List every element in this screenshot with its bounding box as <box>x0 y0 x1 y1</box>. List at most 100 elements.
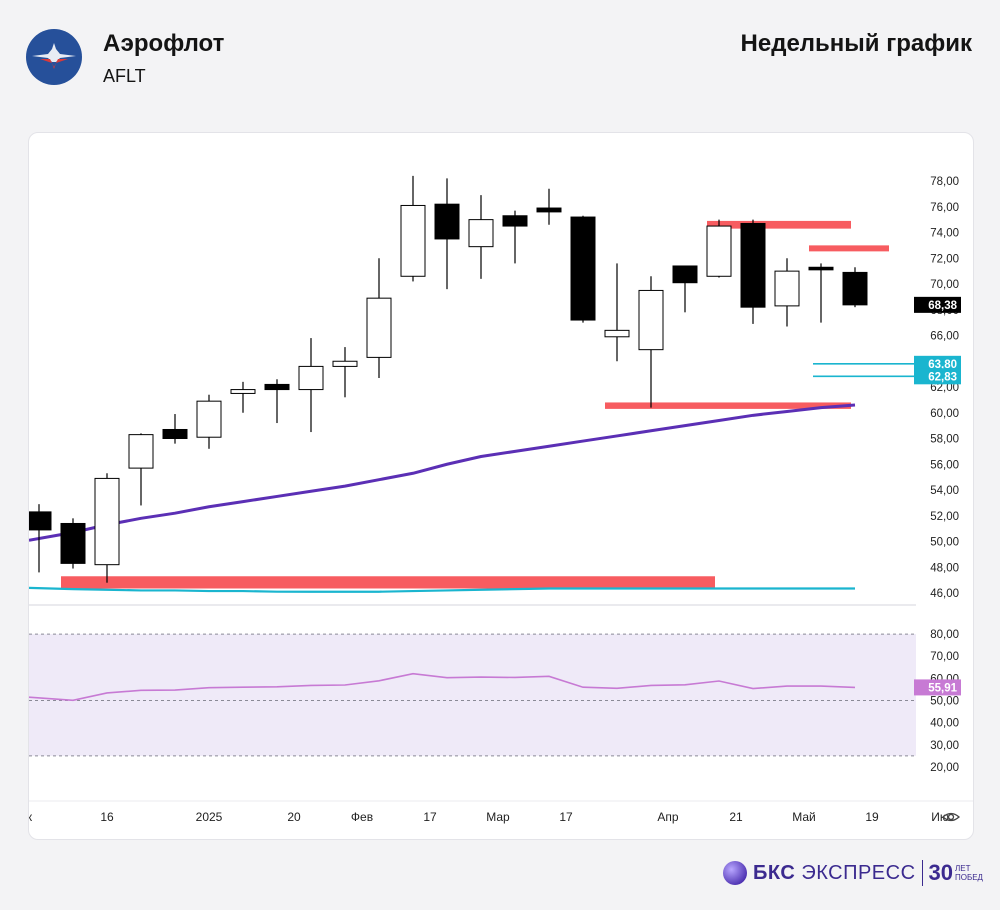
price-tick-label: 58,00 <box>930 434 959 446</box>
candle <box>604 263 630 362</box>
candle <box>230 381 256 413</box>
candle-body <box>570 216 596 321</box>
company-name: Аэрофлот <box>103 30 225 57</box>
candle-body <box>842 271 868 306</box>
rsi-tick-label: 40,00 <box>930 718 959 730</box>
candle-body <box>162 428 188 439</box>
price-tick-label: 76,00 <box>930 202 959 214</box>
x-tick-label: 17 <box>423 810 437 824</box>
candle <box>808 263 834 323</box>
price-chart[interactable]: 80,00 70,00 60,00 50,00 40,00 30,00 20,00 55,91… <box>29 133 973 839</box>
last-price-badge-text: 68,38 <box>928 300 957 312</box>
rsi-tick-label: 30,00 <box>930 740 959 752</box>
price-tick-label: 60,00 <box>930 408 959 420</box>
candle <box>298 338 324 433</box>
price-tick-label: 46,00 <box>930 588 959 600</box>
price-tick-label: 52,00 <box>930 511 959 523</box>
highlight-zone <box>809 245 889 252</box>
candle-body <box>400 204 426 277</box>
candle-body <box>638 289 664 351</box>
candle <box>502 210 528 264</box>
highlight-zone <box>605 402 851 409</box>
footer-brand: БКС ЭКСПРЕСС 30 ЛЕТ ПОБЕД <box>722 858 983 888</box>
rsi-last-badge <box>914 679 961 696</box>
last-price-badge <box>914 296 961 313</box>
level-badge-text: 63,80 <box>928 359 957 371</box>
candle-body <box>706 225 732 277</box>
candle-body <box>502 215 528 227</box>
candle <box>468 195 494 279</box>
level-badge <box>914 355 961 372</box>
candle-body <box>434 203 460 240</box>
candle-body <box>230 389 256 394</box>
support-line <box>29 586 855 593</box>
anniversary-line1: ЛЕТ <box>955 864 971 873</box>
rsi-band <box>29 634 916 756</box>
candle <box>774 258 800 327</box>
price-tick-label: 62,00 <box>930 382 959 394</box>
x-tick-label: 17 <box>559 810 573 824</box>
candle <box>570 215 596 323</box>
candle-body <box>604 329 630 338</box>
price-tick-label: 50,00 <box>930 537 959 549</box>
candle <box>94 473 120 583</box>
x-tick-label: Фев <box>351 810 373 824</box>
candle-body <box>128 434 154 469</box>
candle-body <box>774 270 800 307</box>
x-tick-label: Май <box>792 810 816 824</box>
candle <box>672 265 698 313</box>
x-tick-label: Апр <box>657 810 679 824</box>
aeroflot-winged-logo-icon <box>32 43 76 69</box>
x-tick-label: 21 <box>729 810 743 824</box>
candle <box>60 518 86 569</box>
level-badge <box>914 368 961 385</box>
x-tick-label: Ию <box>931 810 949 824</box>
candle-body <box>672 265 698 284</box>
candle-body <box>740 222 766 308</box>
x-tick-label: 16 <box>100 810 114 824</box>
candle-body <box>60 522 86 564</box>
price-tick-label: 54,00 <box>930 485 959 497</box>
price-tick-label: 66,00 <box>930 331 959 343</box>
highlight-zone <box>61 576 715 589</box>
anniversary-line2: ПОБЕД <box>955 873 983 882</box>
x-tick-label: Мар <box>486 810 510 824</box>
candle <box>638 276 664 408</box>
rsi-line <box>29 672 856 702</box>
x-tick-label: 19 <box>865 810 879 824</box>
candle-body <box>366 297 392 358</box>
rsi-tick-label: 20,00 <box>930 762 959 774</box>
anniversary-number: 30 <box>928 860 953 885</box>
company-logo <box>26 29 82 85</box>
level-badge-text: 62,83 <box>928 371 957 383</box>
x-tick-label: 2025 <box>196 810 223 824</box>
price-tick-label: 74,00 <box>930 228 959 240</box>
price-tick-label: 56,00 <box>930 459 959 471</box>
chart-period-title: Недельный график <box>740 30 972 57</box>
candle-body <box>29 511 52 531</box>
rsi-tick-label: 80,00 <box>930 629 959 641</box>
eye-settings-icon[interactable] <box>942 812 960 822</box>
candle <box>332 347 358 398</box>
candle <box>536 188 562 225</box>
candle-body <box>298 365 324 391</box>
candle-body <box>332 360 358 367</box>
price-tick-label: 78,00 <box>930 176 959 188</box>
candle-body <box>94 477 120 566</box>
price-tick-label: 48,00 <box>930 562 959 574</box>
candle <box>264 379 290 424</box>
candle-body <box>536 207 562 213</box>
candle <box>740 219 766 324</box>
highlight-zone <box>707 220 851 229</box>
ticker-symbol: AFLT <box>103 66 146 86</box>
moving-average-line <box>29 403 856 542</box>
x-tick-label: 20 <box>287 810 301 824</box>
candle <box>162 414 188 444</box>
rsi-last-badge-text: 55,91 <box>928 682 957 694</box>
candle <box>706 219 732 278</box>
candle <box>842 267 868 308</box>
bks-sphere-logo-icon <box>723 861 747 885</box>
candle-body <box>196 400 222 438</box>
brand-rest: ЭКСПРЕСС <box>801 861 916 884</box>
candle <box>128 433 154 506</box>
